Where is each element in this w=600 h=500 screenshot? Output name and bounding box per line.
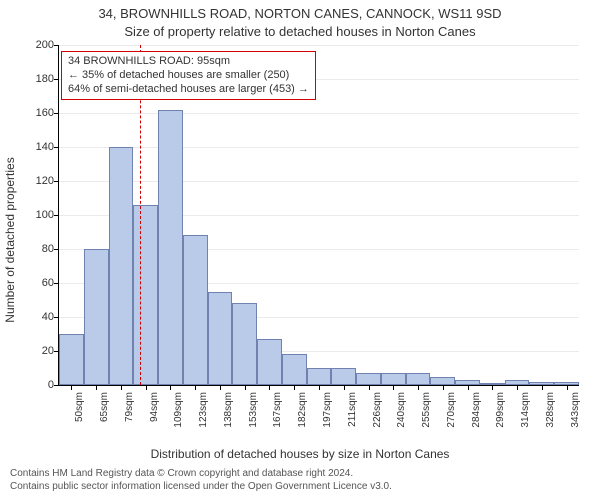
xtick-label: 226sqm [372, 392, 383, 428]
annotation-line1: 34 BROWNHILLS ROAD: 95sqm [68, 55, 309, 69]
ytick-label: 60 [14, 277, 54, 289]
xtick-label: 123sqm [198, 392, 209, 428]
xtick-mark [220, 385, 221, 390]
histogram-bar [257, 339, 282, 385]
ytick-mark [54, 385, 59, 386]
xtick-mark [146, 385, 147, 390]
xtick-mark [344, 385, 345, 390]
histogram-bar [232, 303, 257, 385]
xtick-mark [418, 385, 419, 390]
xtick-label: 79sqm [124, 392, 135, 422]
xtick-label: 94sqm [149, 392, 160, 422]
histogram-chart: 34, BROWNHILLS ROAD, NORTON CANES, CANNO… [0, 0, 600, 500]
ytick-label: 180 [14, 73, 54, 85]
ytick-mark [54, 181, 59, 182]
xtick-mark [319, 385, 320, 390]
xtick-label: 240sqm [396, 392, 407, 428]
xtick-mark [492, 385, 493, 390]
xtick-label: 270sqm [446, 392, 457, 428]
xtick-mark [393, 385, 394, 390]
histogram-bar [84, 249, 109, 385]
xtick-mark [195, 385, 196, 390]
histogram-bar [59, 334, 84, 385]
footer-line1: Contains HM Land Registry data © Crown c… [10, 468, 392, 481]
ytick-mark [54, 215, 59, 216]
xtick-label: 211sqm [347, 392, 358, 427]
histogram-bar [158, 110, 183, 385]
histogram-bar [282, 354, 307, 385]
ytick-label: 120 [14, 175, 54, 187]
annotation-box: 34 BROWNHILLS ROAD: 95sqm← 35% of detach… [61, 51, 316, 100]
ytick-label: 140 [14, 141, 54, 153]
xtick-mark [96, 385, 97, 390]
footer-attribution: Contains HM Land Registry data © Crown c… [10, 468, 392, 493]
xtick-label: 50sqm [74, 392, 85, 422]
ytick-mark [54, 317, 59, 318]
histogram-bar [109, 147, 134, 385]
xtick-label: 109sqm [173, 392, 184, 428]
xtick-mark [567, 385, 568, 390]
ytick-label: 20 [14, 345, 54, 357]
gridline [59, 181, 579, 182]
ytick-mark [54, 249, 59, 250]
ytick-label: 100 [14, 209, 54, 221]
xtick-mark [245, 385, 246, 390]
x-axis-label: Distribution of detached houses by size … [0, 447, 600, 461]
histogram-bar [430, 377, 455, 386]
ytick-mark [54, 45, 59, 46]
ytick-label: 40 [14, 311, 54, 323]
histogram-bar [307, 368, 332, 385]
xtick-mark [369, 385, 370, 390]
plot-area: 34 BROWNHILLS ROAD: 95sqm← 35% of detach… [58, 45, 579, 386]
xtick-mark [542, 385, 543, 390]
xtick-label: 138sqm [223, 392, 234, 428]
xtick-label: 314sqm [520, 392, 531, 428]
gridline [59, 147, 579, 148]
xtick-label: 284sqm [471, 392, 482, 428]
ytick-label: 200 [14, 39, 54, 51]
histogram-bar [183, 235, 208, 385]
histogram-bar [356, 373, 381, 385]
ytick-mark [54, 113, 59, 114]
xtick-label: 65sqm [99, 392, 110, 422]
chart-title-line2: Size of property relative to detached ho… [0, 24, 600, 39]
ytick-label: 0 [14, 379, 54, 391]
xtick-mark [294, 385, 295, 390]
xtick-label: 299sqm [495, 392, 506, 428]
gridline [59, 113, 579, 114]
histogram-bar [331, 368, 356, 385]
histogram-bar [381, 373, 406, 385]
histogram-bar [406, 373, 431, 385]
xtick-label: 153sqm [248, 392, 259, 428]
ytick-label: 160 [14, 107, 54, 119]
ytick-mark [54, 283, 59, 284]
annotation-line3: 64% of semi-detached houses are larger (… [68, 83, 309, 97]
xtick-label: 182sqm [297, 392, 308, 428]
xtick-mark [443, 385, 444, 390]
xtick-mark [121, 385, 122, 390]
xtick-label: 343sqm [570, 392, 581, 428]
ytick-mark [54, 79, 59, 80]
gridline [59, 45, 579, 46]
xtick-label: 255sqm [421, 392, 432, 428]
xtick-mark [71, 385, 72, 390]
histogram-bar [133, 205, 158, 385]
xtick-mark [468, 385, 469, 390]
xtick-mark [170, 385, 171, 390]
footer-line2: Contains public sector information licen… [10, 481, 392, 494]
ytick-mark [54, 147, 59, 148]
chart-title-line1: 34, BROWNHILLS ROAD, NORTON CANES, CANNO… [0, 6, 600, 21]
annotation-line2: ← 35% of detached houses are smaller (25… [68, 69, 309, 83]
ytick-label: 80 [14, 243, 54, 255]
xtick-label: 197sqm [322, 392, 333, 428]
xtick-mark [517, 385, 518, 390]
histogram-bar [208, 292, 233, 386]
xtick-label: 167sqm [272, 392, 283, 428]
xtick-mark [269, 385, 270, 390]
xtick-label: 328sqm [545, 392, 556, 428]
